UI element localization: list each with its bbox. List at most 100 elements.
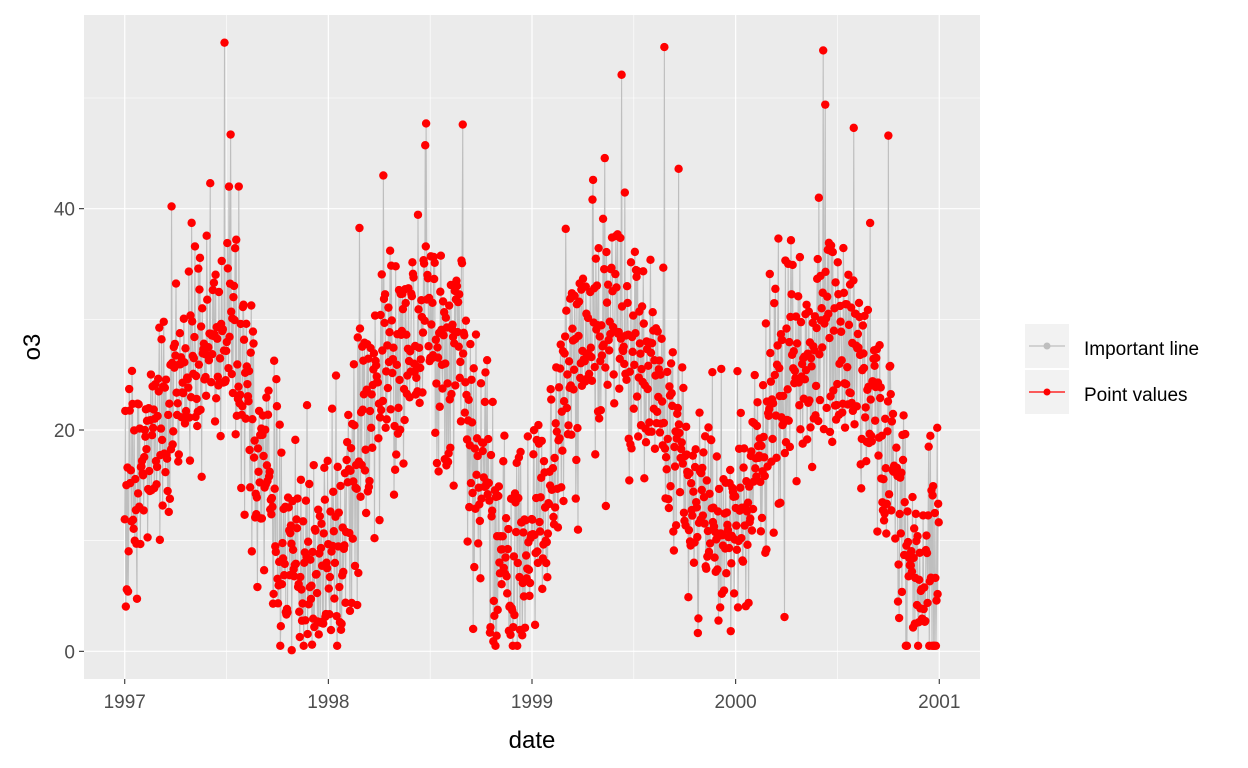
data-point [249,453,259,462]
data-point [882,529,891,538]
data-point [155,323,164,332]
data-point [645,418,654,427]
data-point [556,340,565,349]
data-point [887,506,896,515]
data-point [421,119,431,128]
data-point [361,508,371,518]
data-point [542,558,551,568]
data-point [221,375,230,385]
data-point [419,259,429,268]
data-point [485,496,494,505]
data-point [857,484,866,493]
data-point [367,390,376,399]
data-point [441,359,450,368]
data-point [239,335,249,344]
data-point [291,559,301,568]
data-point [261,425,270,434]
data-point [229,281,239,291]
data-point [552,427,562,436]
data-point [647,338,657,348]
data-point [152,480,161,489]
data-point [433,343,442,352]
data-point [476,379,486,388]
data-point [245,445,254,455]
x-tick-label: 2000 [714,692,756,713]
data-point [713,507,723,516]
data-point [903,537,913,547]
data-point [826,241,836,250]
data-point [453,327,462,337]
data-point [747,526,757,535]
data-point [806,423,815,432]
data-point [525,578,535,588]
data-point [331,371,341,380]
data-point [783,385,792,394]
data-point [147,431,157,440]
data-point [506,630,515,639]
data-point [160,383,170,392]
data-point [549,512,558,522]
data-point [891,534,900,543]
data-point [241,414,250,423]
data-point [705,489,714,498]
data-point [301,616,310,625]
y-axis: 0 20 40 [54,200,84,663]
data-point [386,405,395,414]
data-point [807,362,816,371]
data-point [491,641,500,650]
data-point [283,608,292,617]
data-point [201,372,210,382]
data-point [727,559,736,568]
data-point [675,488,685,497]
data-point [862,457,871,466]
data-point [291,435,300,445]
data-point [525,591,534,601]
data-point [311,526,320,535]
data-point [833,379,842,389]
data-point [180,358,189,367]
data-point [153,374,163,383]
data-point [660,444,670,453]
data-point [612,283,621,292]
data-point [295,607,304,616]
data-point [794,292,803,301]
data-point [828,437,837,447]
data-point [389,343,398,352]
data-point [544,499,554,509]
data-point [488,397,497,407]
data-point [223,264,233,273]
data-point [326,507,335,516]
data-point [611,269,620,279]
data-point [679,508,689,517]
data-point [208,350,217,359]
data-point [420,316,429,325]
data-point [752,421,762,431]
data-point [844,270,853,279]
data-point [899,411,908,420]
data-point [170,339,180,349]
data-point [849,123,858,133]
data-point [583,313,593,323]
data-point [928,491,937,500]
data-point [272,402,282,411]
data-point [312,588,322,598]
data-point [557,483,566,492]
data-point [229,292,238,302]
data-point [548,463,558,473]
data-point [731,492,740,501]
data-point [185,413,194,422]
data-point [509,622,518,632]
data-point [391,262,400,271]
data-point [299,641,308,650]
data-point [333,462,342,472]
data-point [656,370,665,379]
data-point [539,456,549,466]
data-point [562,403,572,413]
data-point [248,414,257,424]
data-point [883,427,892,436]
legend-key-point [1043,388,1051,396]
data-point [324,584,333,593]
data-point [430,258,439,268]
data-point [492,631,501,640]
data-point [395,425,405,434]
